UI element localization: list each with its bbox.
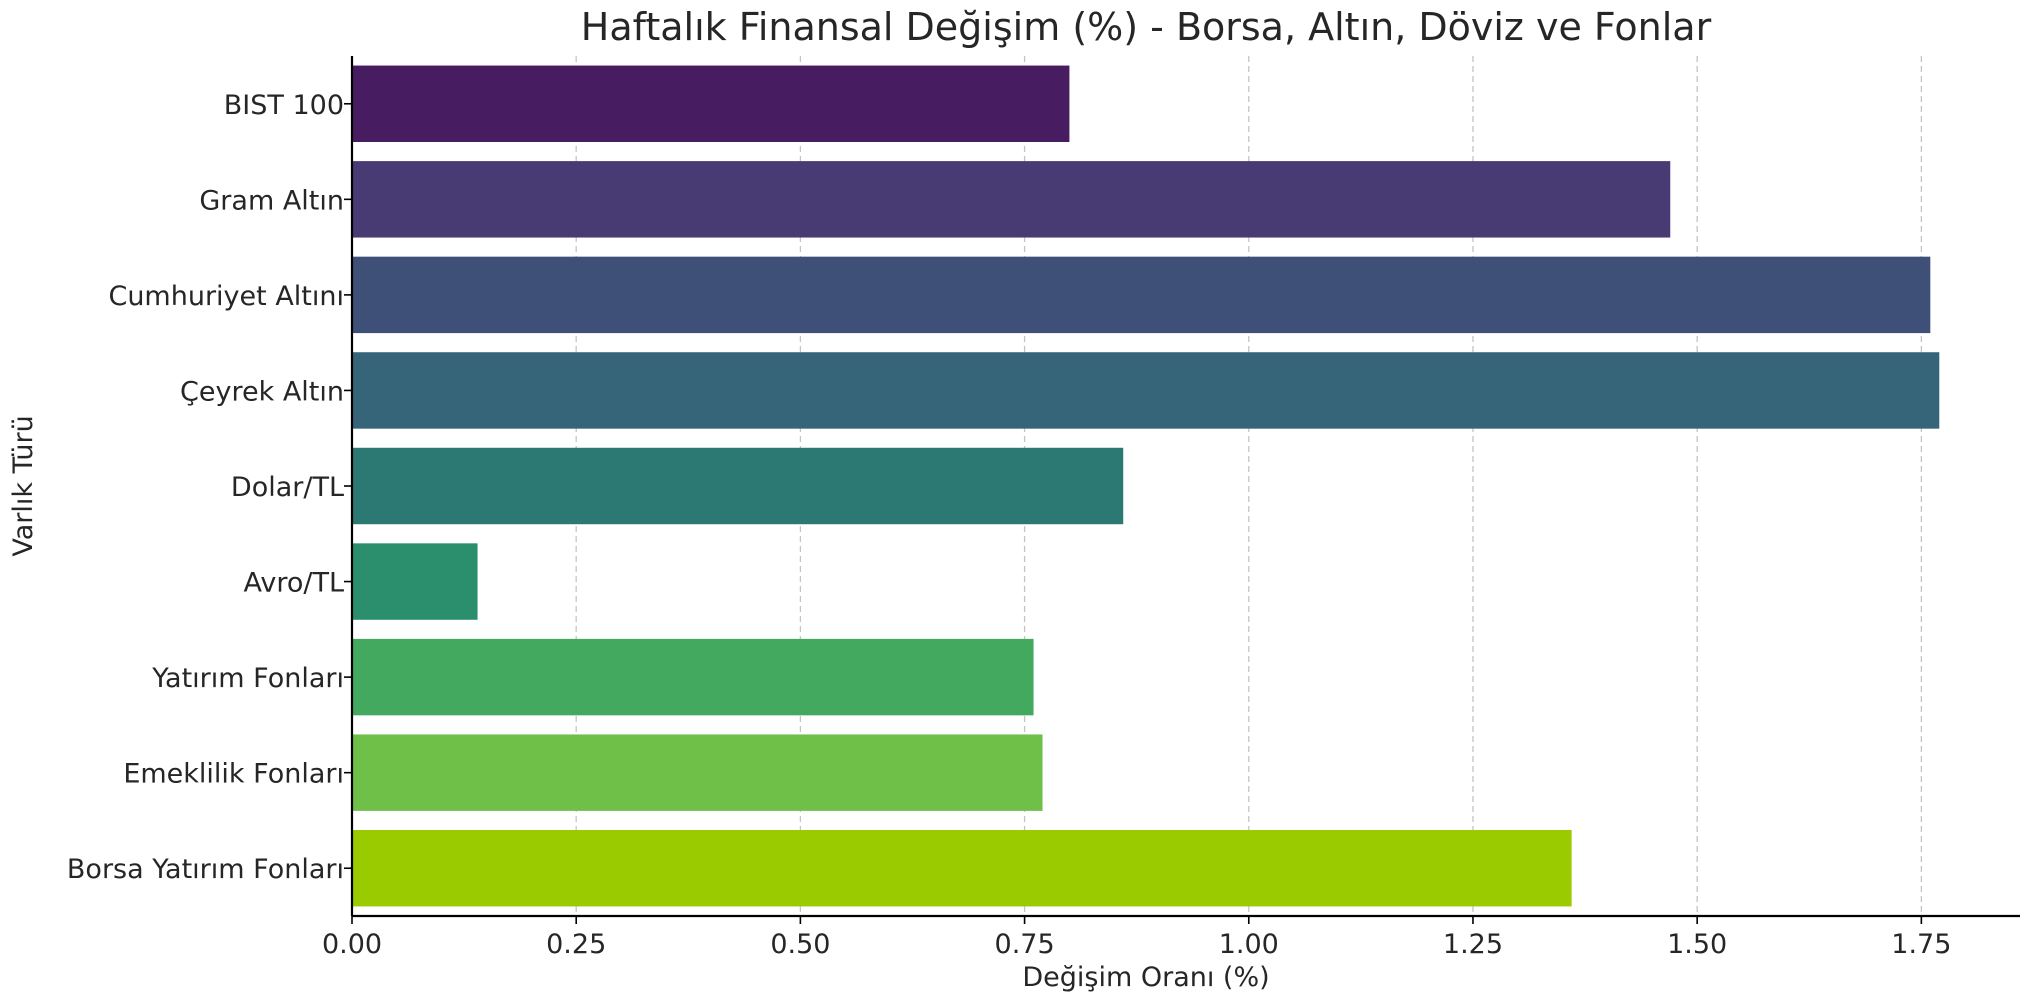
bar	[352, 352, 1940, 429]
bar	[352, 256, 1931, 334]
y-axis-label: Varlık Türü	[8, 415, 39, 556]
x-tick-label: 1.25	[1443, 929, 1503, 960]
y-tick-label: Dolar/TL	[231, 472, 344, 503]
x-axis-label: Değişim Oranı (%)	[1022, 962, 1269, 993]
y-tick-label: Emeklilik Fonları	[123, 759, 344, 790]
bar	[352, 161, 1671, 238]
x-tick-label: 1.00	[1219, 929, 1279, 960]
x-tick-label: 1.50	[1667, 929, 1727, 960]
y-tick-label: Avro/TL	[243, 568, 344, 599]
chart-title: Haftalık Finansal Değişim (%) - Borsa, A…	[581, 5, 1712, 49]
x-tick-label: 0.25	[546, 929, 606, 960]
bar	[352, 638, 1034, 716]
y-tick-label: BIST 100	[224, 90, 344, 121]
y-tick-label: Yatırım Fonları	[151, 663, 344, 694]
x-tick-label: 0.75	[995, 929, 1055, 960]
x-tick-label: 1.75	[1891, 929, 1951, 960]
bar	[352, 830, 1572, 907]
x-ticks: 0.00 0.25 0.50 0.75 1.00 1.25 1.50 1.75	[322, 916, 1951, 960]
y-tick-label: Borsa Yatırım Fonları	[67, 854, 344, 885]
x-tick-label: 0.00	[322, 929, 382, 960]
x-tick-label: 0.50	[770, 929, 830, 960]
bar	[352, 65, 1070, 142]
y-tick-label: Gram Altın	[199, 185, 344, 216]
y-ticks: BIST 100 Gram Altın Cumhuriyet Altını Çeyre…	[67, 90, 352, 885]
y-tick-label: Çeyrek Altın	[180, 376, 344, 407]
bar	[352, 447, 1124, 525]
bar	[352, 543, 478, 620]
bars-layer	[352, 65, 1940, 907]
y-tick-label: Cumhuriyet Altını	[108, 281, 344, 312]
bar	[352, 734, 1043, 811]
